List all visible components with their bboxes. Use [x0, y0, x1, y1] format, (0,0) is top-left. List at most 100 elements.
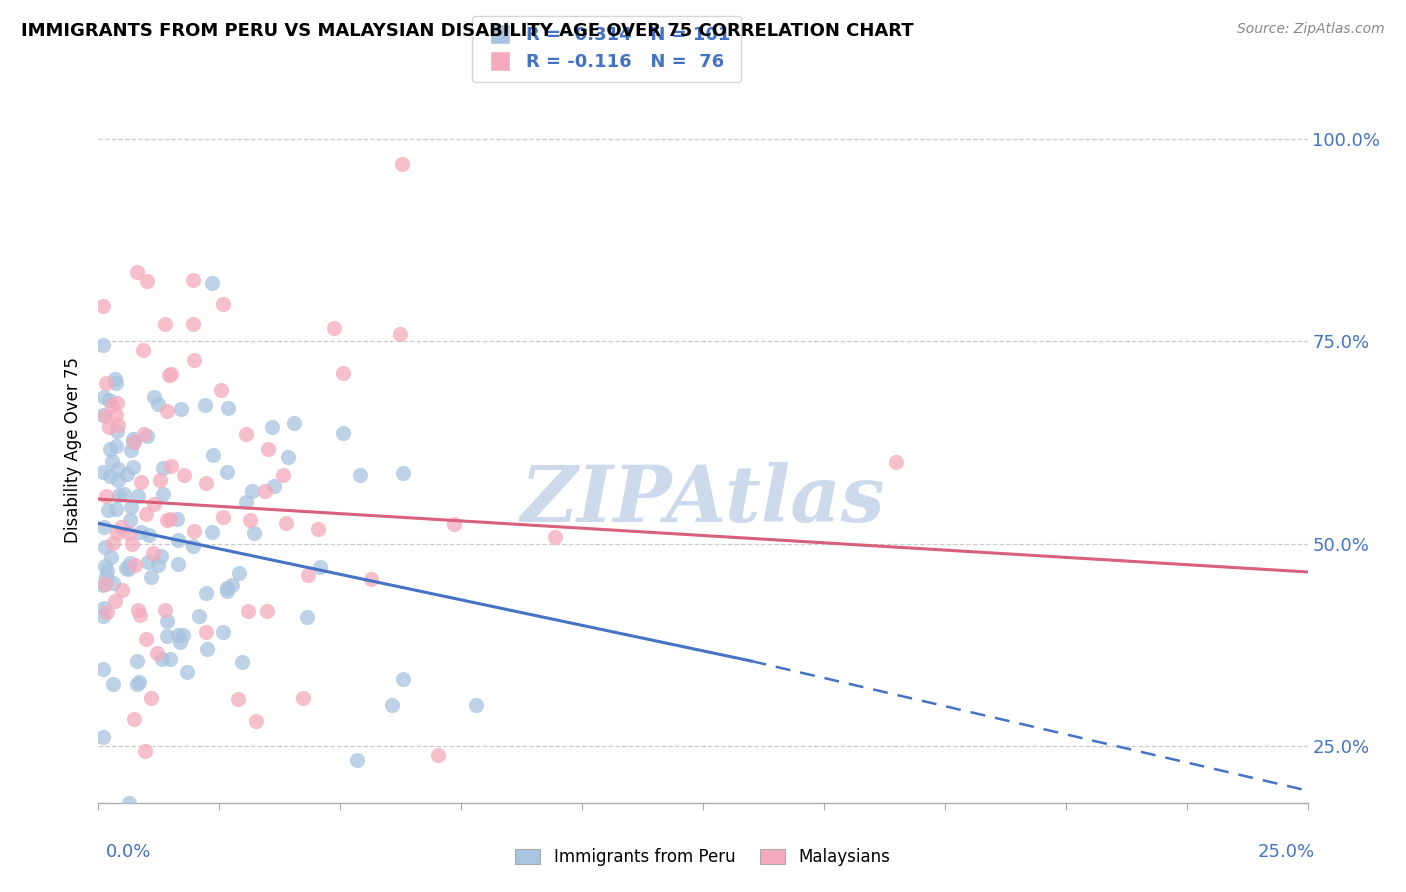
Point: [100, 550, 122, 565]
Point: [122, 459, 145, 474]
Point: [211, 383, 233, 397]
Point: [146, 646, 169, 660]
Point: [297, 609, 319, 624]
Point: [156, 614, 179, 628]
Point: [464, 698, 486, 712]
Point: [117, 562, 139, 576]
Point: [98, 420, 121, 434]
Point: [121, 435, 143, 450]
Point: [93, 576, 115, 591]
Point: [176, 665, 198, 680]
Point: [884, 454, 907, 468]
Point: [166, 512, 188, 526]
Point: [194, 476, 217, 491]
Point: [236, 604, 259, 618]
Point: [142, 546, 165, 560]
Point: [114, 486, 136, 500]
Point: [128, 675, 150, 690]
Point: [94, 376, 117, 391]
Point: [202, 448, 225, 462]
Point: [256, 604, 278, 618]
Point: [195, 642, 218, 657]
Point: [388, 327, 411, 342]
Point: [160, 458, 183, 473]
Point: [155, 629, 177, 643]
Point: [124, 558, 146, 572]
Point: [138, 528, 160, 542]
Point: [181, 539, 204, 553]
Point: [105, 502, 128, 516]
Point: [91, 465, 114, 479]
Point: [173, 467, 195, 482]
Point: [129, 525, 152, 540]
Point: [141, 570, 163, 584]
Point: [273, 468, 295, 483]
Point: [381, 698, 404, 712]
Point: [240, 483, 263, 498]
Point: [111, 582, 134, 597]
Point: [103, 677, 125, 691]
Point: [217, 584, 239, 599]
Point: [107, 417, 129, 432]
Point: [156, 403, 179, 417]
Point: [277, 450, 299, 465]
Point: [243, 525, 266, 540]
Point: [91, 731, 114, 745]
Point: [91, 608, 114, 623]
Point: [104, 408, 127, 422]
Point: [149, 473, 172, 487]
Point: [127, 603, 149, 617]
Point: [332, 425, 354, 440]
Point: [93, 409, 115, 424]
Point: [183, 352, 205, 367]
Point: [104, 593, 127, 607]
Point: [263, 479, 285, 493]
Point: [105, 439, 128, 453]
Point: [115, 561, 138, 575]
Point: [307, 522, 329, 536]
Point: [153, 317, 176, 331]
Point: [169, 634, 191, 648]
Point: [201, 276, 224, 290]
Point: [122, 435, 145, 450]
Point: [107, 424, 129, 438]
Point: [91, 662, 114, 676]
Point: [211, 297, 233, 311]
Point: [135, 632, 157, 647]
Point: [129, 475, 152, 489]
Point: [98, 442, 121, 456]
Point: [349, 468, 371, 483]
Point: [187, 609, 209, 624]
Point: [212, 624, 235, 639]
Point: [105, 396, 128, 410]
Point: [215, 466, 238, 480]
Point: [93, 600, 115, 615]
Point: [167, 558, 190, 572]
Point: [146, 558, 169, 572]
Point: [544, 530, 567, 544]
Point: [153, 603, 176, 617]
Point: [136, 274, 159, 288]
Point: [132, 343, 155, 357]
Point: [181, 317, 204, 331]
Point: [160, 368, 183, 382]
Point: [94, 558, 117, 573]
Point: [235, 427, 257, 442]
Point: [105, 526, 128, 541]
Point: [121, 433, 143, 447]
Point: [231, 655, 253, 669]
Point: [98, 468, 121, 483]
Point: [183, 524, 205, 538]
Point: [150, 652, 173, 666]
Point: [217, 401, 239, 415]
Point: [166, 628, 188, 642]
Text: Source: ZipAtlas.com: Source: ZipAtlas.com: [1237, 22, 1385, 37]
Point: [152, 487, 174, 501]
Text: IMMIGRANTS FROM PERU VS MALAYSIAN DISABILITY AGE OVER 75 CORRELATION CHART: IMMIGRANTS FROM PERU VS MALAYSIAN DISABI…: [21, 22, 914, 40]
Point: [125, 677, 148, 691]
Point: [212, 510, 235, 524]
Point: [91, 408, 114, 422]
Point: [110, 520, 132, 534]
Point: [146, 397, 169, 411]
Point: [124, 712, 146, 726]
